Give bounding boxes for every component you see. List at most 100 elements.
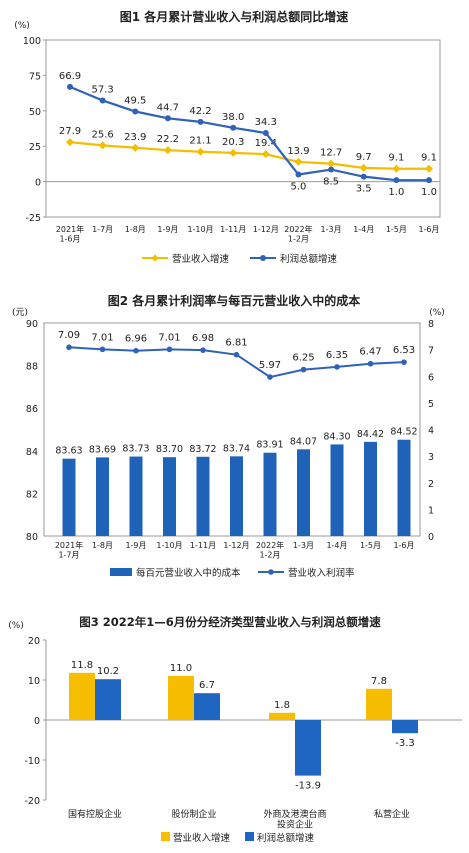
chart1-revenue-point	[294, 157, 303, 166]
chart2-cost-bar	[263, 452, 277, 536]
chart2-cost-bar	[297, 449, 310, 536]
chart1-profit-point	[99, 97, 106, 104]
chart3-data-label: 7.8	[371, 676, 387, 687]
chart2-y-right-tick: 3	[428, 452, 434, 463]
chart1-profit-point	[426, 177, 432, 184]
chart1-data-label: 1.0	[421, 187, 437, 198]
chart3-data-label: -3.3	[395, 738, 415, 749]
chart2-x-tick: 1-6月	[393, 541, 414, 550]
chart1-profit-point	[360, 173, 367, 180]
chart3-profit-bar	[194, 693, 220, 720]
chart2-legend-bar-swatch	[110, 568, 132, 576]
chart1-profit-point	[295, 171, 302, 178]
chart1-data-label: 44.7	[157, 102, 179, 113]
chart1-x-tick: 1-5月	[386, 225, 407, 234]
chart2-y-right-tick: 1	[428, 505, 434, 516]
chart2-bar-label: 83.63	[55, 446, 82, 457]
chart2-x-tick: 1-8月	[92, 541, 113, 550]
chart3-data-label: 11.8	[71, 660, 93, 671]
chart2-y-right-tick: 7	[428, 346, 434, 357]
chart1-data-label: 21.1	[189, 136, 211, 147]
chart1-x-tick: 2022年 1-2月	[284, 224, 312, 244]
chart1-data-label: 20.3	[222, 137, 244, 148]
chart3-legend-revenue-label: 营业收入增速	[173, 832, 231, 844]
chart2-x-tick: 1-5月	[360, 541, 381, 550]
chart1-y-tick: -25	[25, 213, 41, 224]
chart3-profit-bar	[295, 720, 321, 776]
chart2-bar-label: 84.07	[290, 436, 317, 447]
chart1-x-tick: 1-8月	[125, 225, 146, 234]
chart1-x-tick: 1-9月	[157, 225, 178, 234]
chart2-y-right-unit: (%)	[429, 308, 445, 318]
chart2-cost-bar	[397, 439, 411, 536]
chart1-revenue-point	[66, 138, 74, 147]
chart2-line-label: 6.81	[225, 338, 247, 349]
chart2-line-label: 6.96	[125, 334, 147, 345]
chart2-margin-point	[334, 364, 340, 370]
chart3-revenue-bar	[69, 672, 95, 720]
chart3-y-tick: 10	[28, 676, 40, 687]
chart1-x-tick: 1-11月	[220, 225, 246, 234]
chart2-x-tick: 2022年 1-2月	[256, 540, 284, 560]
chart3-profit-bar	[392, 720, 418, 734]
chart2-y-right-tick: 4	[428, 426, 434, 437]
chart1-revenue-point	[359, 163, 368, 172]
chart2-margin-point	[233, 351, 240, 358]
chart2-margin-point	[401, 359, 407, 365]
chart2-line-label: 6.47	[359, 347, 381, 358]
chart1-profit-point	[393, 177, 400, 184]
chart1-y-tick: 25	[29, 142, 41, 153]
chart1-y-tick: 0	[35, 178, 41, 189]
chart1-revenue-point	[196, 147, 205, 156]
chart2-y-left-tick: 88	[26, 362, 38, 373]
chart2-margin-point	[267, 374, 273, 380]
chart2-x-tick: 1-9月	[125, 541, 146, 550]
chart2-title: 图2 各月累计利润率与每百元营业收入中的成本	[108, 293, 361, 308]
chart2-y-right-tick: 5	[428, 399, 434, 410]
chart2-cost-bar	[364, 441, 377, 536]
chart1-x-tick: 1-3月	[321, 225, 342, 234]
chart1-data-label: 57.3	[92, 84, 114, 95]
chart2-y-right-tick: 0	[428, 532, 434, 543]
chart2-cost-bar	[62, 458, 76, 536]
chart2-margin-line	[68, 346, 405, 379]
chart1-y-tick: 50	[29, 107, 41, 118]
chart3-x-tick: 私营企业	[374, 808, 410, 820]
chart1-revenue-point	[163, 146, 172, 155]
chart3-y-tick: -10	[24, 756, 40, 767]
chart1-x-tick: 2021年 1-6月	[56, 224, 84, 244]
chart2-y-left-tick: 86	[26, 404, 38, 415]
chart1-data-label: 38.0	[222, 112, 244, 123]
chart1-data-label: 66.9	[59, 71, 81, 82]
chart2-cost-bar	[129, 456, 143, 536]
chart2-line-label: 7.01	[91, 332, 113, 343]
chart2-margin-point	[367, 360, 374, 367]
chart2-x-tick: 2021年 1-7月	[55, 540, 83, 560]
chart1-data-label: 42.2	[189, 106, 211, 117]
chart2-margin-point	[200, 347, 206, 353]
chart3-legend-revenue-swatch	[161, 832, 170, 841]
chart2-bar-label: 83.74	[223, 443, 250, 454]
chart1-x-tick: 1-10月	[187, 225, 213, 234]
chart1-profit-point	[164, 115, 171, 122]
chart1-revenue-point	[392, 164, 401, 173]
chart1-data-label: 3.5	[356, 184, 372, 195]
chart2-y-left-unit: (元)	[12, 308, 28, 318]
chart1-revenue-point	[327, 159, 336, 168]
chart1-data-label: 27.9	[59, 126, 81, 137]
chart2-line-label: 6.98	[192, 333, 214, 344]
chart2-cost-bar	[230, 456, 243, 536]
chart2-bar-label: 84.42	[357, 429, 384, 440]
chart2-line-label: 6.35	[326, 350, 348, 361]
chart3-revenue-bar	[168, 676, 194, 720]
chart1-data-label: 34.3	[255, 117, 277, 128]
chart1-data-label: 9.1	[421, 153, 437, 164]
chart3-revenue-bar	[269, 712, 295, 720]
chart1-legend-revenue-marker	[151, 254, 159, 262]
chart1-revenue-point	[131, 143, 140, 152]
chart1-data-label: 12.7	[320, 148, 342, 159]
chart1-y-tick: 75	[29, 71, 41, 82]
chart3-data-label: 11.0	[170, 663, 192, 674]
chart2-line-label: 5.97	[259, 360, 281, 371]
